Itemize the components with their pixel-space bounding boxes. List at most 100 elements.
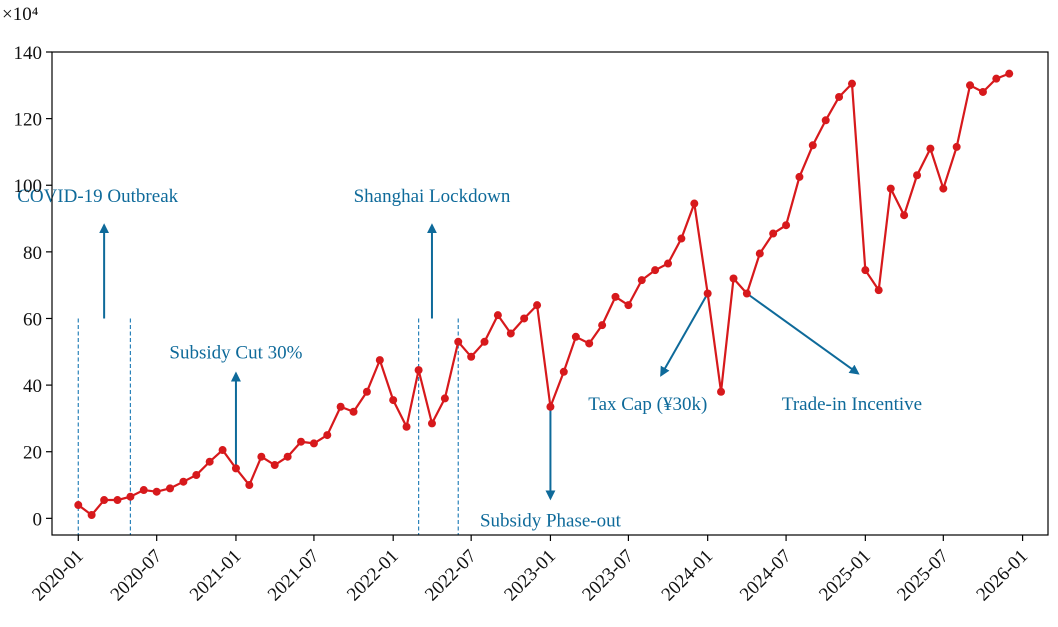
data-point bbox=[571, 332, 580, 341]
annotation-label: Subsidy Phase-out bbox=[480, 511, 622, 532]
data-point bbox=[126, 492, 135, 501]
data-point bbox=[427, 419, 436, 428]
data-point bbox=[651, 266, 660, 275]
data-point bbox=[231, 464, 240, 473]
x-tick-label: 2023-01 bbox=[500, 546, 560, 606]
data-point bbox=[309, 439, 318, 448]
data-point bbox=[257, 452, 266, 461]
data-point bbox=[769, 229, 778, 238]
event-window-layer bbox=[77, 318, 459, 535]
annotation-layer: COVID-19 Outbreak Subsidy Cut 30% Shanghai… bbox=[17, 186, 922, 532]
data-point bbox=[835, 92, 844, 101]
data-point bbox=[926, 144, 935, 153]
data-point bbox=[546, 402, 555, 411]
data-point bbox=[166, 484, 175, 493]
data-point bbox=[861, 266, 870, 275]
data-point bbox=[559, 367, 568, 376]
data-point bbox=[283, 452, 292, 461]
data-point bbox=[192, 471, 201, 480]
annotation-label: Shanghai Lockdown bbox=[354, 186, 511, 207]
x-tick-label: 2023-07 bbox=[578, 546, 638, 606]
y-tick-label: 20 bbox=[23, 443, 42, 464]
data-point bbox=[218, 446, 227, 455]
y-tick-label: 60 bbox=[23, 309, 42, 330]
x-tick-label: 2022-07 bbox=[421, 546, 481, 606]
data-point bbox=[74, 501, 83, 510]
data-point bbox=[637, 276, 646, 285]
data-point bbox=[100, 496, 109, 505]
data-point bbox=[493, 311, 502, 320]
data-point bbox=[729, 274, 738, 283]
data-point bbox=[717, 387, 726, 396]
x-tick-label: 2020-01 bbox=[28, 546, 88, 606]
x-tick-label: 2026-01 bbox=[972, 546, 1032, 606]
series-layer bbox=[74, 69, 1014, 520]
y-axis-multiplier: ×10⁴ bbox=[2, 4, 39, 25]
x-tick-label: 2025-07 bbox=[893, 546, 953, 606]
data-point bbox=[245, 481, 254, 490]
data-point bbox=[454, 337, 463, 346]
data-point bbox=[847, 79, 856, 88]
data-point bbox=[874, 286, 883, 295]
data-point bbox=[808, 141, 817, 150]
data-point bbox=[690, 199, 699, 208]
annotation-label: Subsidy Cut 30% bbox=[169, 342, 302, 363]
data-point bbox=[533, 301, 542, 310]
annotation-arrow bbox=[660, 293, 709, 377]
data-point bbox=[402, 422, 411, 431]
y-tick-label: 100 bbox=[14, 176, 43, 197]
data-point bbox=[152, 487, 161, 496]
data-point bbox=[624, 301, 633, 310]
data-point bbox=[742, 289, 751, 298]
data-point bbox=[179, 477, 188, 486]
data-point bbox=[900, 211, 909, 220]
data-point bbox=[952, 142, 961, 151]
x-tick-label: 2020-07 bbox=[107, 546, 167, 606]
data-point bbox=[297, 437, 305, 446]
data-point bbox=[782, 221, 791, 230]
data-point bbox=[795, 172, 804, 181]
data-point bbox=[978, 87, 987, 96]
y-tick-label: 40 bbox=[23, 376, 42, 397]
x-tick-label: 2025-01 bbox=[815, 546, 875, 606]
x-tick-label: 2024-01 bbox=[658, 546, 718, 606]
annotation-label: Tax Cap (¥30k) bbox=[588, 394, 707, 415]
data-point bbox=[886, 184, 895, 193]
data-point bbox=[139, 486, 148, 495]
data-point bbox=[677, 234, 686, 243]
data-point bbox=[113, 496, 122, 505]
x-tick-label: 2021-07 bbox=[264, 546, 324, 606]
data-point bbox=[585, 339, 594, 348]
data-point bbox=[506, 329, 515, 338]
data-point bbox=[375, 356, 384, 365]
data-point bbox=[349, 407, 358, 416]
y-tick-label: 0 bbox=[33, 509, 43, 530]
x-tick-label: 2021-01 bbox=[186, 546, 246, 606]
x-tick-label: 2022-01 bbox=[343, 546, 403, 606]
series-line bbox=[77, 72, 1010, 517]
data-point bbox=[664, 259, 673, 268]
y-tick-label: 140 bbox=[14, 43, 43, 64]
data-point bbox=[755, 249, 764, 258]
data-point bbox=[270, 461, 279, 470]
data-point bbox=[611, 292, 620, 301]
data-point bbox=[992, 74, 1001, 83]
data-point bbox=[414, 366, 423, 375]
data-point bbox=[520, 314, 529, 323]
data-point bbox=[87, 511, 96, 520]
data-point bbox=[480, 337, 489, 346]
annotation-arrow bbox=[746, 292, 860, 375]
data-point bbox=[913, 171, 922, 180]
data-point bbox=[389, 396, 398, 405]
annotation-label: COVID-19 Outbreak bbox=[17, 186, 178, 207]
data-point bbox=[703, 289, 712, 298]
data-point bbox=[362, 387, 371, 396]
annotation-label: Trade-in Incentive bbox=[782, 394, 922, 415]
data-point bbox=[323, 431, 332, 440]
data-point bbox=[939, 184, 948, 193]
x-tick-label: 2024-07 bbox=[736, 546, 796, 606]
data-point bbox=[1005, 69, 1014, 78]
data-point bbox=[598, 321, 607, 330]
data-point bbox=[205, 457, 214, 466]
